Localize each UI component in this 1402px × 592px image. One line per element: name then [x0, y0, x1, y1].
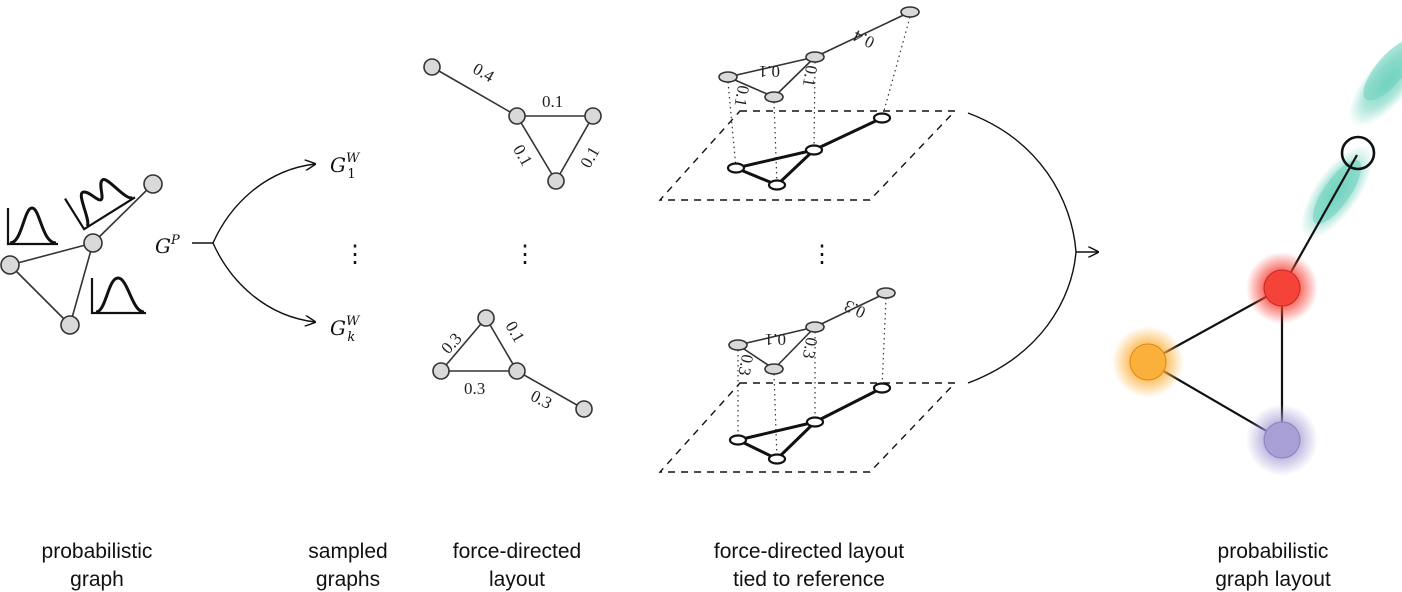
- force-layout-bottom: 0.3 0.1 0.3 0.3: [432, 309, 593, 418]
- edge-weight: 0.1: [765, 330, 786, 349]
- distribution-glyph: [64, 178, 136, 231]
- sampling-arrows: [192, 164, 315, 322]
- graph-node: [143, 174, 163, 194]
- edge-weight: 0.1: [576, 143, 603, 171]
- caption-force-directed-2: layout: [489, 568, 545, 591]
- probabilistic-layout: [1112, 37, 1402, 476]
- gp-symbol: GP: [155, 233, 180, 258]
- edge-weight: 0.1: [502, 318, 529, 346]
- caption-probabilistic-layout: probabilistic: [1218, 540, 1329, 563]
- merge-arrow: [967, 112, 1098, 384]
- caption-tied-reference-2: tied to reference: [733, 568, 885, 591]
- layout-node: [508, 362, 526, 380]
- edge-weight: 0.3: [841, 296, 868, 322]
- layout-node: [508, 107, 526, 125]
- ref-node: [728, 339, 748, 351]
- reference-bottom: 0.1 0.3 0.3 0.3: [658, 287, 957, 473]
- graph-node: [83, 233, 103, 253]
- caption-probabilistic-layout-2: graph layout: [1215, 568, 1331, 591]
- caption-force-directed: force-directed: [453, 540, 581, 563]
- ref-node: [876, 287, 896, 299]
- ref-node: [805, 51, 825, 63]
- layout-node: [584, 107, 602, 125]
- edge-weight: 0.1: [509, 141, 536, 169]
- edge-weight: 0.1: [799, 64, 821, 88]
- ellipsis: ⋮: [343, 240, 367, 268]
- distribution-glyph: [90, 276, 146, 315]
- reference-node: [1340, 135, 1376, 171]
- layout-node: [423, 58, 441, 76]
- ref-node: [900, 6, 920, 18]
- distribution-glyph: [6, 206, 58, 246]
- caption-probabilistic-graph: probabilistic: [42, 540, 153, 563]
- ellipsis: ⋮: [810, 240, 834, 268]
- caption-tied-reference: force-directed layout: [714, 540, 904, 563]
- graph-edge: [69, 242, 94, 326]
- caption-sampled-graphs: sampled: [308, 540, 387, 563]
- graph-edge: [92, 183, 154, 244]
- caption-sampled-graphs-2: graphs: [316, 568, 380, 591]
- layout-node: [477, 309, 495, 327]
- layout-node: [575, 400, 593, 418]
- probabilistic-graph: [0, 174, 163, 335]
- gk-symbol: GW k: [330, 314, 361, 345]
- captions: probabilistic graph sampled graphs force…: [42, 540, 1331, 591]
- ref-node: [805, 321, 825, 333]
- ref-node: [718, 71, 738, 83]
- layout-node: [432, 362, 450, 380]
- edge-weight: 0.3: [735, 353, 757, 377]
- g1-symbol: GW 1: [330, 151, 361, 182]
- ref-node: [764, 91, 784, 103]
- graph-node: [60, 315, 80, 335]
- caption-probabilistic-graph-2: graph: [70, 568, 124, 591]
- reference-plane: [658, 110, 957, 201]
- force-layout-top: 0.4 0.1 0.1 0.1: [423, 58, 603, 190]
- graph-edge: [9, 242, 94, 266]
- edge-weight: 0.3: [799, 336, 821, 360]
- edge-weight: 0.4: [470, 59, 498, 86]
- edge-weight: 0.3: [464, 379, 485, 398]
- ref-node: [764, 363, 784, 375]
- edge-weight: 0.3: [437, 329, 465, 358]
- reference-top: 0.1 0.4 0.1 0.1: [658, 6, 957, 201]
- graph-edge: [9, 264, 71, 326]
- layout-node: [547, 172, 565, 190]
- edge-weight: 0.1: [731, 84, 753, 108]
- edge-weight: 0.1: [759, 62, 780, 81]
- graph-node: [0, 255, 20, 275]
- edge-weight: 0.1: [542, 92, 563, 111]
- ellipsis: ⋮: [513, 240, 537, 268]
